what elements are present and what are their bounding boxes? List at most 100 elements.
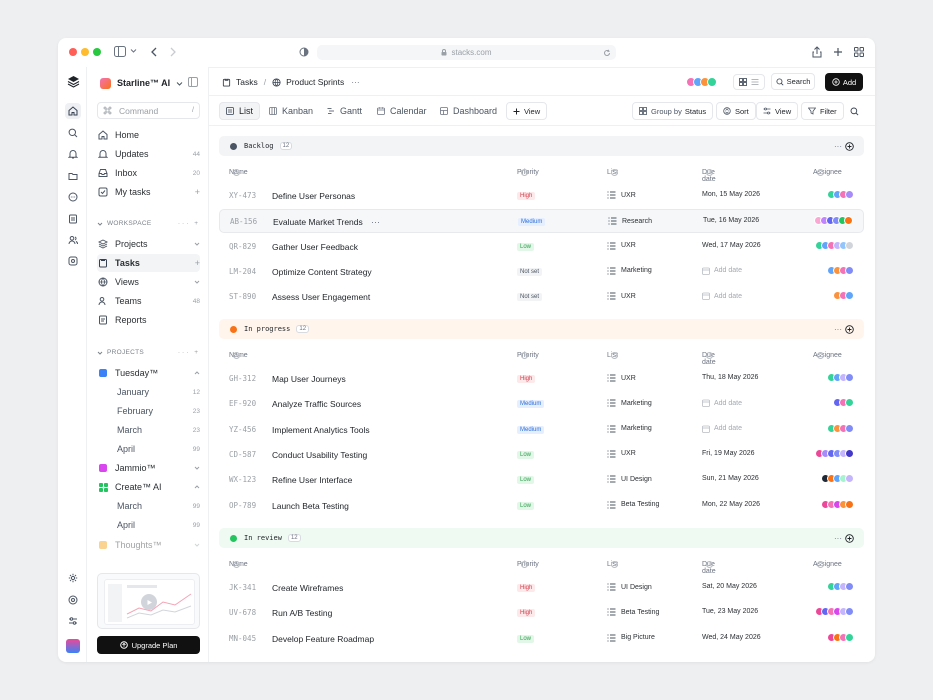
- assignee-stack[interactable]: [827, 373, 854, 382]
- priority-badge[interactable]: Low: [517, 242, 535, 251]
- list-cell[interactable]: Big Picture: [607, 634, 655, 642]
- list-view-icon[interactable]: [751, 78, 759, 86]
- nav-item-home[interactable]: Home: [97, 126, 200, 144]
- chevron-down-icon[interactable]: [97, 350, 103, 356]
- nav-item-updates[interactable]: Updates 44: [97, 145, 200, 163]
- task-name[interactable]: Create Wireframes: [272, 583, 344, 593]
- due-date[interactable]: Mon, 15 May 2026: [702, 191, 760, 198]
- project-thoughts[interactable]: Thoughts™: [97, 536, 200, 554]
- list-cell[interactable]: UXR: [607, 292, 636, 300]
- list-cell[interactable]: UXR: [607, 374, 636, 382]
- search-button[interactable]: Search: [771, 73, 815, 90]
- priority-badge[interactable]: Low: [517, 450, 535, 459]
- address-bar[interactable]: stacks.com: [317, 45, 616, 60]
- list-cell[interactable]: UXR: [607, 191, 636, 199]
- assignee-stack[interactable]: [821, 499, 854, 509]
- due-date[interactable]: Wed, 24 May 2026: [702, 633, 761, 641]
- task-name[interactable]: Run A/B Testing: [272, 608, 333, 619]
- list-cell[interactable]: Marketing: [607, 399, 652, 407]
- table-row[interactable]: UV-678 Run A/B Testing High Beta Testing Tue…: [219, 601, 864, 625]
- forward-icon[interactable]: [169, 47, 177, 57]
- minimize-window-button[interactable]: [81, 48, 89, 56]
- breadcrumb-current[interactable]: Product Sprints: [286, 77, 345, 87]
- table-row[interactable]: XY-473 Define User Personas High UXR Mon, 15…: [219, 184, 864, 208]
- integrations-icon[interactable]: [65, 253, 81, 269]
- layout-switcher[interactable]: [733, 74, 765, 90]
- nav-item-reports[interactable]: Reports: [97, 311, 200, 329]
- group-header[interactable]: Backlog 12 ···: [219, 136, 864, 156]
- task-name[interactable]: Refine User Interface: [272, 475, 353, 486]
- search-icon[interactable]: [850, 107, 859, 116]
- table-row[interactable]: AB-156 Evaluate Market Trends ··· Medium Res…: [219, 209, 864, 234]
- priority-badge[interactable]: Low: [517, 476, 535, 485]
- assignee-stack[interactable]: [815, 607, 854, 617]
- task-name[interactable]: Conduct Usability Testing: [272, 449, 368, 460]
- help-icon[interactable]: [65, 592, 81, 608]
- nav-item-inbox[interactable]: Inbox 20: [97, 164, 200, 182]
- table-row[interactable]: YZ-456 Implement Analytics Tools Medium Mar…: [219, 418, 864, 442]
- assignee-stack[interactable]: [815, 240, 854, 250]
- group-more-icon[interactable]: ···: [834, 533, 842, 543]
- app-logo-icon[interactable]: [65, 73, 81, 89]
- list-cell[interactable]: UXR: [607, 450, 636, 458]
- assignee-stack[interactable]: [827, 582, 854, 591]
- priority-badge[interactable]: Low: [517, 634, 535, 643]
- nav-item-tasks[interactable]: Tasks +: [97, 254, 200, 272]
- chat-icon[interactable]: [65, 189, 81, 205]
- group-header[interactable]: In progress 12 ···: [219, 319, 864, 339]
- priority-badge[interactable]: High: [517, 375, 536, 383]
- upgrade-plan-button[interactable]: Upgrade Plan: [97, 636, 200, 654]
- table-row[interactable]: CD-587 Conduct Usability Testing Low UXR Fri…: [219, 443, 864, 467]
- group-more-icon[interactable]: ···: [834, 324, 842, 334]
- nav-item-my-tasks[interactable]: My tasks +: [97, 183, 200, 201]
- task-name[interactable]: Optimize Content Strategy: [272, 266, 372, 277]
- project-sub-item[interactable]: March 23: [117, 421, 200, 439]
- project-create-ai[interactable]: Create™ AI: [97, 478, 200, 496]
- due-date[interactable]: Tue, 16 May 2026: [703, 217, 760, 225]
- add-button[interactable]: Add: [825, 73, 863, 91]
- collapse-sidebar-icon[interactable]: [188, 77, 198, 87]
- nav-item-views[interactable]: Views: [97, 273, 200, 291]
- project-sub-item[interactable]: April 99: [117, 516, 200, 534]
- task-name[interactable]: Assess User Engagement: [272, 292, 371, 303]
- assignee-stack[interactable]: [814, 216, 853, 226]
- priority-badge[interactable]: Not set: [517, 293, 543, 302]
- task-name[interactable]: Gather User Feedback: [272, 241, 358, 252]
- privacy-shield-icon[interactable]: [299, 47, 309, 57]
- add-task-icon[interactable]: [845, 533, 854, 543]
- priority-badge[interactable]: Medium: [518, 218, 546, 227]
- search-rail-icon[interactable]: [65, 125, 81, 141]
- priority-badge[interactable]: Not set: [517, 267, 543, 276]
- chevron-down-icon[interactable]: [97, 221, 103, 227]
- due-date[interactable]: Tue, 23 May 2026: [702, 608, 759, 616]
- priority-badge[interactable]: High: [517, 192, 536, 200]
- due-date[interactable]: Fri, 19 May 2026: [702, 449, 755, 457]
- filter-button[interactable]: Filter: [801, 102, 844, 120]
- task-name[interactable]: Implement Analytics Tools: [272, 424, 370, 435]
- task-name[interactable]: Launch Beta Testing: [272, 500, 349, 511]
- list-cell[interactable]: Research: [608, 217, 652, 225]
- project-tuesday[interactable]: Tuesday™: [97, 364, 200, 382]
- project-sub-item[interactable]: April 99: [117, 440, 200, 458]
- collaborators-stack[interactable]: [686, 77, 717, 87]
- user-avatar[interactable]: [66, 639, 80, 653]
- view-options-button[interactable]: View: [756, 102, 799, 120]
- tab-dashboard[interactable]: Dashboard: [434, 102, 503, 120]
- new-tab-icon[interactable]: [833, 47, 843, 57]
- group-header[interactable]: In review 12 ···: [219, 528, 864, 548]
- add-date[interactable]: Add date: [702, 399, 742, 408]
- due-date[interactable]: Sat, 20 May 2026: [702, 583, 757, 590]
- list-cell[interactable]: Beta Testing: [607, 608, 659, 616]
- tab-overview-icon[interactable]: [854, 47, 864, 57]
- assignee-stack[interactable]: [827, 632, 854, 642]
- add-date[interactable]: Add date: [702, 267, 742, 275]
- sidebar-toggle-icon[interactable]: [114, 46, 126, 57]
- add-date[interactable]: Add date: [702, 292, 742, 301]
- grid-view-icon[interactable]: [739, 78, 747, 86]
- list-cell[interactable]: Beta Testing: [607, 501, 659, 509]
- table-row[interactable]: ST-890 Assess User Engagement Not set UXR Ad…: [219, 285, 864, 309]
- add-view-button[interactable]: View: [506, 102, 548, 120]
- priority-badge[interactable]: High: [517, 584, 536, 592]
- project-sub-item[interactable]: January 12: [117, 383, 200, 401]
- tab-calendar[interactable]: Calendar: [371, 102, 433, 120]
